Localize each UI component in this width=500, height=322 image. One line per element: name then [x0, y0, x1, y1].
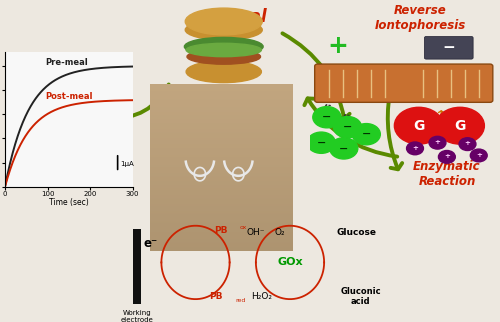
Circle shape	[313, 107, 341, 128]
Text: Sensor
Response: Sensor Response	[10, 115, 74, 143]
Circle shape	[352, 124, 380, 145]
Text: −: −	[343, 122, 352, 132]
Circle shape	[394, 107, 443, 144]
Ellipse shape	[186, 43, 262, 57]
Circle shape	[406, 142, 424, 155]
Circle shape	[429, 136, 446, 149]
Text: −: −	[339, 143, 348, 153]
Text: OH⁻: OH⁻	[246, 228, 265, 237]
Text: G: G	[454, 119, 466, 133]
Bar	[132, 229, 141, 304]
Text: −: −	[316, 138, 326, 148]
Circle shape	[438, 150, 456, 163]
Text: G: G	[413, 119, 424, 133]
Ellipse shape	[184, 37, 263, 56]
Text: −: −	[362, 129, 371, 139]
Text: O₂: O₂	[274, 228, 285, 237]
Text: Post-meal: Post-meal	[46, 92, 93, 100]
Text: +: +	[412, 145, 418, 151]
Text: +: +	[444, 153, 450, 159]
Circle shape	[470, 149, 487, 162]
Text: Glucose: Glucose	[337, 228, 377, 237]
Text: ox: ox	[240, 225, 248, 230]
Text: +: +	[434, 139, 440, 145]
Ellipse shape	[187, 49, 260, 64]
Text: Meal: Meal	[222, 8, 268, 26]
Text: Enzymatic
Reaction: Enzymatic Reaction	[413, 160, 481, 188]
Text: e⁻: e⁻	[144, 237, 158, 250]
Text: Pre-meal: Pre-meal	[46, 58, 88, 67]
Text: Reverse
Iontophoresis: Reverse Iontophoresis	[374, 4, 466, 32]
Text: Gluconic
acid: Gluconic acid	[340, 287, 381, 306]
Circle shape	[330, 138, 358, 159]
X-axis label: Time (sec): Time (sec)	[49, 198, 88, 207]
Text: +: +	[464, 140, 470, 147]
Text: +: +	[476, 152, 482, 158]
Text: −: −	[442, 40, 455, 55]
Text: +: +	[328, 34, 348, 58]
FancyBboxPatch shape	[424, 36, 473, 59]
Circle shape	[334, 117, 361, 138]
Circle shape	[459, 138, 476, 150]
Text: 1µA: 1µA	[120, 161, 134, 167]
Text: Working
electrode: Working electrode	[120, 310, 153, 322]
FancyBboxPatch shape	[314, 64, 493, 102]
Text: H₂O₂: H₂O₂	[250, 292, 272, 301]
Circle shape	[436, 107, 484, 144]
Ellipse shape	[185, 8, 262, 35]
Ellipse shape	[186, 61, 262, 83]
Text: −: −	[322, 112, 332, 122]
Ellipse shape	[185, 20, 262, 40]
Text: PB: PB	[214, 226, 228, 235]
Text: red: red	[235, 298, 245, 303]
Circle shape	[307, 132, 336, 153]
Text: PB: PB	[208, 292, 222, 301]
Text: GOx: GOx	[277, 257, 303, 268]
